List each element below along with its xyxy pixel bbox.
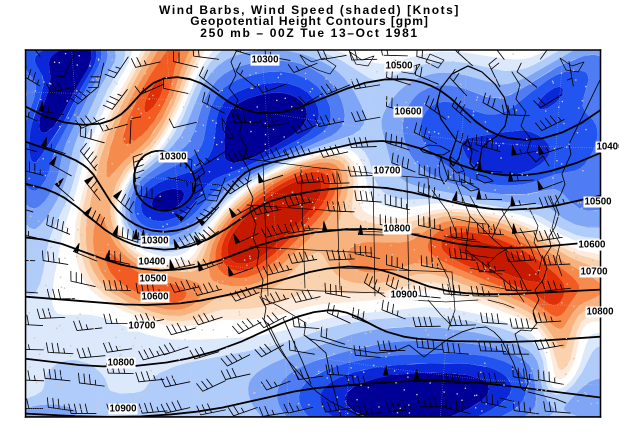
svg-text:10900: 10900 <box>110 404 137 415</box>
svg-text:10600: 10600 <box>395 107 422 118</box>
svg-text:10800: 10800 <box>586 307 613 318</box>
svg-text:10400: 10400 <box>138 257 165 268</box>
svg-text:10500: 10500 <box>140 274 167 285</box>
svg-text:10300: 10300 <box>251 55 278 66</box>
svg-text:10800: 10800 <box>383 224 410 235</box>
svg-text:10600: 10600 <box>578 240 605 251</box>
svg-text:10700: 10700 <box>373 165 400 176</box>
svg-text:10700: 10700 <box>580 267 607 278</box>
svg-text:10500: 10500 <box>585 197 612 208</box>
svg-text:10400: 10400 <box>596 142 619 153</box>
svg-text:10700: 10700 <box>128 320 155 331</box>
svg-text:10900: 10900 <box>390 290 417 301</box>
svg-text:10500: 10500 <box>385 60 412 71</box>
svg-text:10300: 10300 <box>141 235 168 246</box>
svg-text:10800: 10800 <box>107 358 134 369</box>
svg-text:10300: 10300 <box>160 152 187 163</box>
svg-text:10600: 10600 <box>141 292 168 303</box>
